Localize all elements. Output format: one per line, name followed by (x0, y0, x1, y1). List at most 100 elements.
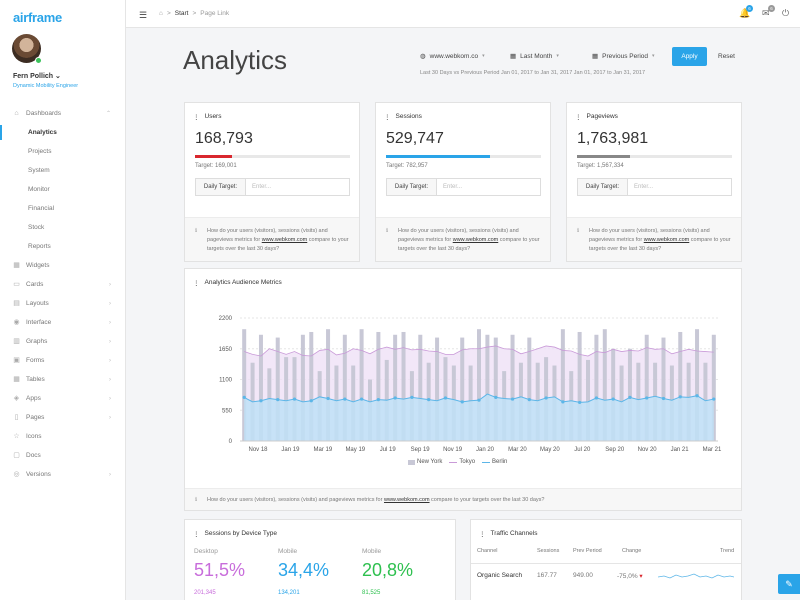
legend-label: Berlin (492, 459, 508, 465)
footer-link[interactable]: www.webkom.com (383, 497, 430, 503)
app-logo[interactable]: airframe (13, 10, 62, 25)
legend-item-new-york[interactable]: New York (408, 459, 442, 465)
sidebar-item-apps[interactable]: ◈ Apps › (0, 389, 126, 408)
berlin-point (578, 400, 582, 405)
menu-toggle-icon[interactable]: ☰ (139, 10, 148, 20)
sidebar-item-docs[interactable]: ▢ Docs (0, 446, 126, 465)
card-title: Sessions by Device Type (204, 530, 278, 537)
sidebar-item-pages[interactable]: ▯ Pages › (0, 408, 126, 427)
sparkline-line (658, 573, 734, 579)
table-cell-channel[interactable]: Organic Search (477, 572, 523, 579)
table-header[interactable]: Channel (477, 548, 498, 554)
breadcrumb-start[interactable]: Start (174, 10, 189, 17)
kpi-card-sessions: ⋮ Sessions 529,747 Target: 782,957 Daily … (375, 102, 551, 262)
sidebar-subitem-reports[interactable]: Reports (28, 243, 51, 250)
info-icon: ℹ (195, 497, 198, 503)
sidebar-subitem-projects[interactable]: Projects (28, 148, 52, 155)
sidebar-item-versions[interactable]: ◎ Versions › (0, 465, 126, 484)
legend-item-berlin[interactable]: Berlin (482, 459, 507, 465)
berlin-point (443, 396, 448, 400)
sidebar-item-label: Layouts (26, 300, 49, 307)
x-tick-label: Jan 19 (281, 447, 300, 453)
legend-item-tokyo[interactable]: Tokyo (449, 459, 475, 465)
sidebar-subitem-stock[interactable]: Stock (28, 224, 45, 231)
user-name[interactable]: Fern Pollich ⌄ (13, 73, 61, 80)
card-footer: ℹ How do your users (visitors), sessions … (376, 217, 550, 261)
device-percentage: 51,5% (194, 560, 246, 580)
table-divider (471, 563, 741, 564)
kebab-icon[interactable]: ⋮ (479, 531, 486, 538)
footer-link[interactable]: www.webkom.com (643, 237, 690, 243)
sidebar-item-forms[interactable]: ▣ Forms › (0, 351, 126, 370)
sidebar-item-tables[interactable]: ▦ Tables › (0, 370, 126, 389)
y-tick-label: 550 (222, 408, 233, 414)
x-tick-label: Mar 19 (314, 447, 333, 453)
table-header[interactable]: Change (622, 548, 642, 554)
footer-link[interactable]: www.webkom.com (261, 237, 308, 243)
sidebar-item-label: Apps (26, 395, 41, 402)
site-select[interactable]: ◍ www.webkom.co ▾ (420, 52, 485, 61)
daily-target-input[interactable]: Enter... (252, 184, 272, 190)
sidebar-item-cards[interactable]: ▭ Cards › (0, 275, 126, 294)
sidebar-item-dashboards[interactable]: ⌂ Dashboards ⌃ (0, 104, 126, 123)
daily-target-input[interactable]: Enter... (443, 184, 463, 190)
edit-fab-button[interactable]: ✎ (778, 574, 800, 594)
sidebar-item-widgets[interactable]: ▦ Widgets (0, 256, 126, 275)
sidebar-subitem-monitor[interactable]: Monitor (28, 186, 50, 193)
y-tick-label: 1650 (219, 347, 233, 353)
star-icon: ☆ (13, 433, 20, 440)
berlin-point (359, 397, 364, 401)
berlin-point (678, 395, 682, 399)
bar-new-york (284, 357, 289, 441)
bell-icon[interactable]: 🔔 (739, 8, 751, 18)
daily-target-input[interactable]: Enter... (634, 184, 654, 190)
card-footer: ℹ How do your users (visitors), sessions … (185, 217, 359, 261)
sidebar-subitem-financial[interactable]: Financial (28, 205, 55, 212)
card-title: Pageviews (586, 113, 618, 120)
footer-link[interactable]: www.webkom.com (452, 237, 499, 243)
kebab-icon[interactable]: ⋮ (193, 114, 200, 121)
sidebar-item-interface[interactable]: ◉ Interface › (0, 313, 126, 332)
versions-icon: ◎ (13, 471, 20, 478)
kebab-icon[interactable]: ⋮ (193, 280, 200, 287)
sidebar-item-icons[interactable]: ☆ Icons (0, 427, 126, 446)
kebab-icon[interactable]: ⋮ (575, 114, 582, 121)
home-icon[interactable]: ⌂ (159, 10, 163, 17)
table-header[interactable]: Trend (720, 548, 735, 554)
bar-new-york (435, 337, 440, 441)
device-label: Mobile (362, 548, 382, 555)
bar-new-york (300, 334, 305, 441)
range-select[interactable]: ▦ Last Month ▾ (510, 52, 559, 61)
berlin-point (510, 397, 515, 401)
table-header[interactable]: Prev Period (573, 548, 602, 554)
bar-new-york (493, 337, 498, 441)
compare-select[interactable]: ▦ Previous Period ▾ (592, 52, 655, 61)
table-header[interactable]: Sessions (537, 548, 560, 554)
sidebar-item-graphs[interactable]: ▥ Graphs › (0, 332, 126, 351)
sidebar-subitem-system[interactable]: System (28, 167, 50, 174)
kebab-icon[interactable]: ⋮ (384, 114, 391, 121)
sidebar-subitem-analytics[interactable]: Analytics (0, 123, 126, 142)
graphs-icon: ▥ (13, 338, 20, 345)
calendar-icon: ▦ (510, 53, 517, 60)
device-count: 134,201 (278, 590, 300, 596)
reset-button[interactable]: Reset (718, 53, 735, 60)
berlin-point (393, 396, 397, 400)
footer-text-end: compare to your targets over the last 30… (589, 237, 731, 252)
sidebar-item-layouts[interactable]: ▤ Layouts › (0, 294, 126, 313)
berlin-point (376, 398, 380, 402)
info-icon: ℹ (577, 228, 580, 234)
berlin-point (460, 400, 464, 404)
pencil-icon: ✎ (785, 579, 793, 589)
chevron-up-icon: ⌃ (105, 111, 111, 117)
kebab-icon[interactable]: ⋮ (193, 531, 200, 538)
power-icon[interactable]: ⏻ (782, 8, 790, 18)
forms-icon: ▣ (13, 357, 20, 364)
sidebar-item-label: Icons (26, 433, 42, 440)
apply-button[interactable]: Apply (672, 47, 707, 66)
sidebar: airframe Fern Pollich ⌄ Dynamic Mobility… (0, 0, 126, 600)
x-tick-label: Mar 21 (703, 447, 722, 453)
bar-new-york (510, 334, 515, 441)
mail-icon[interactable]: ✉ (762, 8, 770, 18)
